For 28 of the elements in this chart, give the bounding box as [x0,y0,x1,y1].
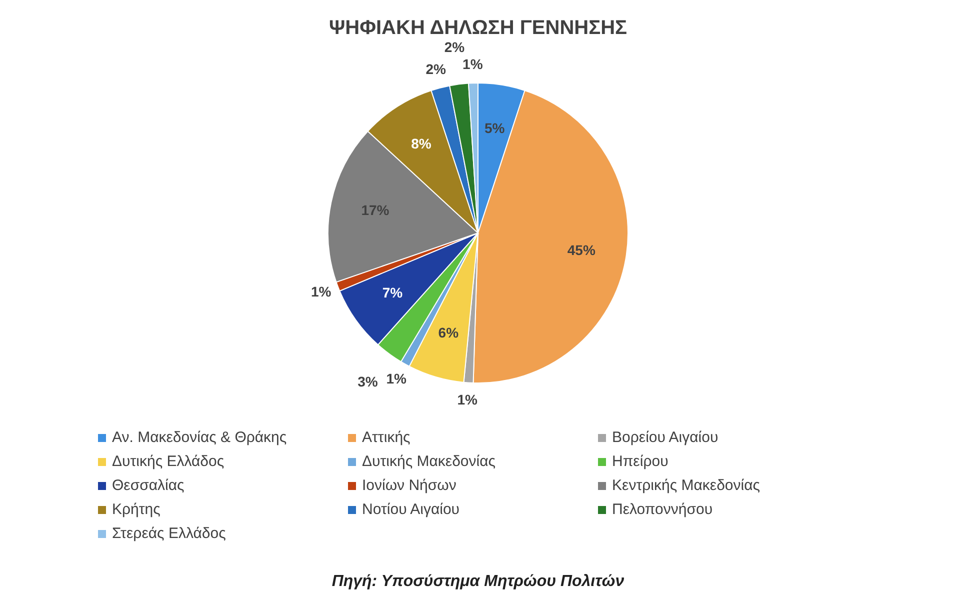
data-label: 8% [411,135,432,152]
data-label: 2% [426,61,446,78]
data-label: 5% [484,120,506,136]
data-label: 3% [358,373,378,390]
chart-title: ΨΗΦΙΑΚΗ ΔΗΛΩΣΗ ΓΕΝΝΗΣΗΣ [328,17,628,39]
legend-label: Ιονίων Νήσων [362,476,456,494]
legend-label: Κρήτης [112,500,160,518]
data-label: 1% [386,370,407,387]
legend-label: Στερεάς Ελλάδος [112,524,226,542]
data-label: 1% [462,56,484,72]
text: Πηγή: Υποσύστημα Μητρώου Πολιτών [332,573,624,590]
data-label: 17% [361,202,390,218]
legend-label: Δυτικής Ελλάδος [112,452,224,470]
legend-label: Κεντρικής Μακεδονίας [612,476,760,494]
legend-label: Ηπείρου [612,452,668,470]
legend-label: Δυτικής Μακεδονίας [362,452,496,470]
legend-label: Βορείου Αιγαίου [612,428,718,446]
legend-label: Αττικής [362,428,410,446]
data-label: 1% [310,284,332,300]
legend-label: Νοτίου Αιγαίου [362,500,460,518]
data-label: 6% [438,324,460,340]
legend-label: Θεσσαλίας [112,476,184,494]
data-label: 2% [444,39,466,56]
legend-label: Πελοποννήσου [612,500,713,518]
legend-label: Αν. Μακεδονίας & Θράκης [112,428,287,446]
data-label: 45% [567,242,596,258]
data-label: 1% [457,391,478,408]
data-label: 7% [382,284,404,301]
